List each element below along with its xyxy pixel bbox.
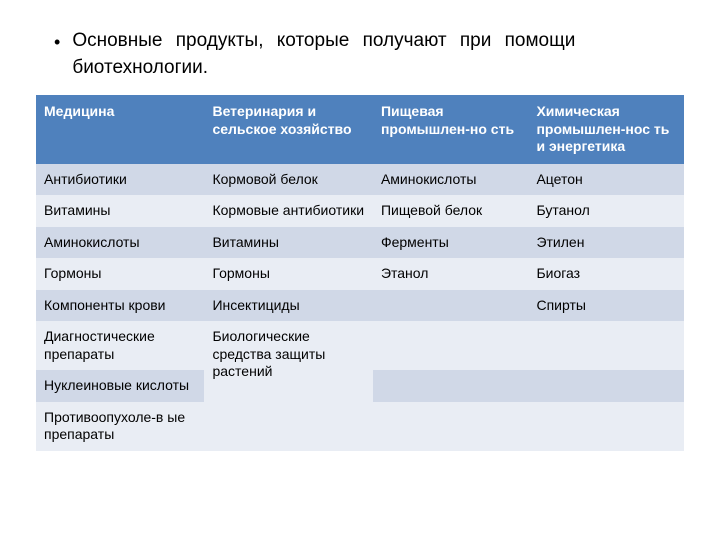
cell: Нуклеиновые кислоты bbox=[36, 370, 204, 402]
cell bbox=[528, 321, 684, 370]
cell bbox=[204, 402, 372, 451]
col-header: Химическая промышлен-нос ть и энергетика bbox=[528, 95, 684, 164]
cell: Противоопухоле-в ые препараты bbox=[36, 402, 204, 451]
cell: Этанол bbox=[373, 258, 529, 290]
cell: Витамины bbox=[36, 195, 204, 227]
title-text: Основные продукты, которые получают при … bbox=[72, 28, 684, 81]
table-row: Противоопухоле-в ые препараты bbox=[36, 402, 684, 451]
biotech-table: Медицина Ветеринария и сельское хозяйств… bbox=[36, 95, 684, 451]
table-row: Антибиотики Кормовой белок Аминокислоты … bbox=[36, 164, 684, 196]
cell: Пищевой белок bbox=[373, 195, 529, 227]
cell: Антибиотики bbox=[36, 164, 204, 196]
cell: Гормоны bbox=[204, 258, 372, 290]
cell: Бутанол bbox=[528, 195, 684, 227]
cell: Аминокислоты bbox=[36, 227, 204, 259]
cell: Аминокислоты bbox=[373, 164, 529, 196]
cell: Ацетон bbox=[528, 164, 684, 196]
cell-rowspan: Биологические средства защиты растений bbox=[204, 321, 372, 402]
table-row: Диагностические препараты Биологические … bbox=[36, 321, 684, 370]
table-row: Витамины Кормовые антибиотики Пищевой бе… bbox=[36, 195, 684, 227]
cell: Инсектициды bbox=[204, 290, 372, 322]
cell bbox=[373, 321, 529, 370]
table-row: Гормоны Гормоны Этанол Биогаз bbox=[36, 258, 684, 290]
cell bbox=[373, 402, 529, 451]
cell: Кормовой белок bbox=[204, 164, 372, 196]
title-line2: биотехнологии. bbox=[72, 57, 208, 78]
col-header: Пищевая промышлен-но сть bbox=[373, 95, 529, 164]
table-row: Аминокислоты Витамины Ферменты Этилен bbox=[36, 227, 684, 259]
cell: Гормоны bbox=[36, 258, 204, 290]
cell: Компоненты крови bbox=[36, 290, 204, 322]
col-header: Ветеринария и сельское хозяйство bbox=[204, 95, 372, 164]
cell bbox=[373, 370, 529, 402]
cell: Ферменты bbox=[373, 227, 529, 259]
title-line1: Основные продукты, которые получают при … bbox=[72, 28, 684, 55]
cell: Диагностические препараты bbox=[36, 321, 204, 370]
cell bbox=[528, 402, 684, 451]
page-title: • Основные продукты, которые получают пр… bbox=[36, 28, 684, 81]
table-header-row: Медицина Ветеринария и сельское хозяйств… bbox=[36, 95, 684, 164]
cell: Биогаз bbox=[528, 258, 684, 290]
cell: Витамины bbox=[204, 227, 372, 259]
table-row: Компоненты крови Инсектициды Спирты bbox=[36, 290, 684, 322]
cell bbox=[373, 290, 529, 322]
col-header: Медицина bbox=[36, 95, 204, 164]
cell: Этилен bbox=[528, 227, 684, 259]
cell bbox=[528, 370, 684, 402]
cell: Кормовые антибиотики bbox=[204, 195, 372, 227]
cell: Спирты bbox=[528, 290, 684, 322]
bullet-marker: • bbox=[54, 30, 60, 55]
